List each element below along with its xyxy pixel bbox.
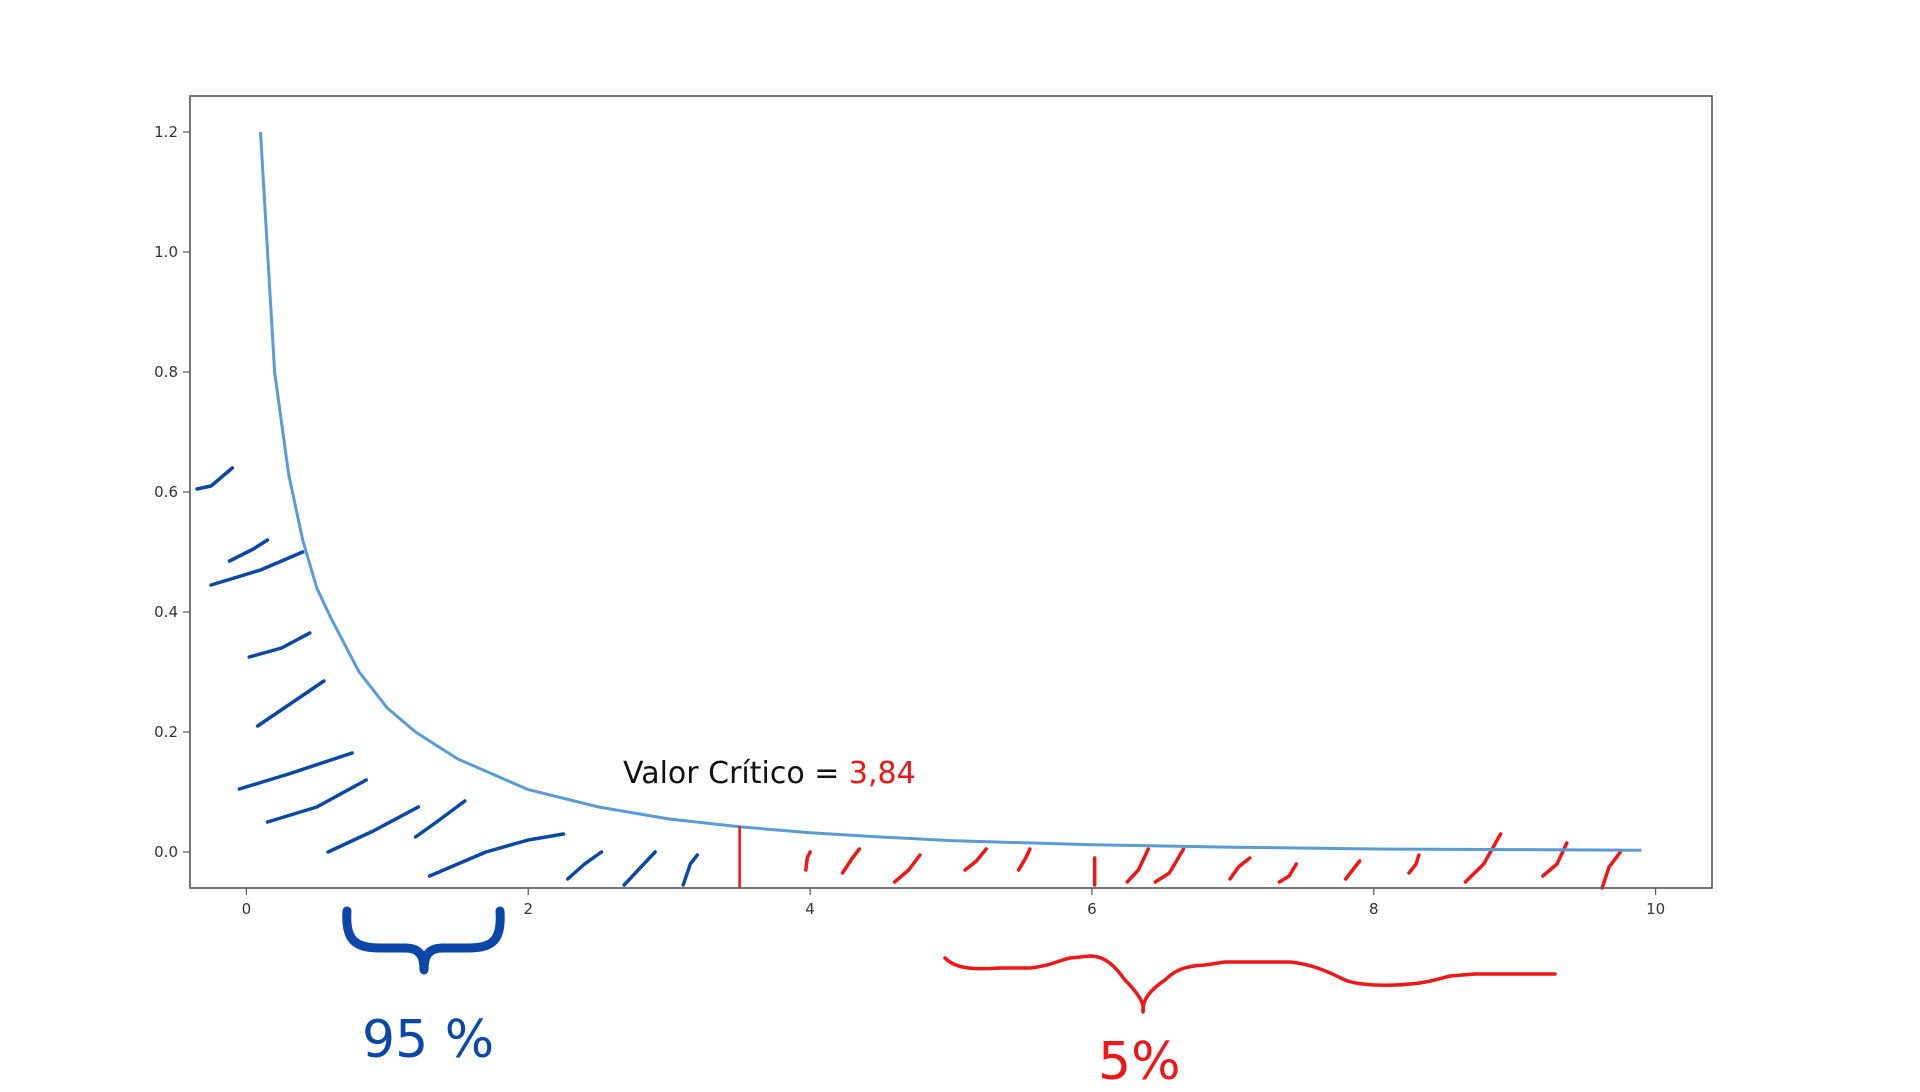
hatch-stroke xyxy=(840,847,862,875)
hatch-stroke xyxy=(1125,847,1151,884)
critical-value-label: Valor Crítico = xyxy=(623,756,849,791)
hatch-stroke xyxy=(681,853,700,887)
axes-frame xyxy=(189,95,1713,889)
hatch-stroke xyxy=(963,847,988,872)
hatch-stroke xyxy=(622,850,657,887)
y-tick-label: 0.6 xyxy=(154,483,178,501)
hatch-stroke xyxy=(1016,847,1032,872)
rejection-percent-label: 5% xyxy=(1098,1032,1181,1092)
hatch-stroke xyxy=(1407,853,1421,875)
acceptance-region-hatching xyxy=(195,466,700,887)
y-tick-label: 1.0 xyxy=(154,243,178,261)
axis-ticks: 0 2 4 6 8 10 0.0 0.2 0.4 0.6 0.8 1.0 1.2 xyxy=(154,123,1665,918)
plot-frame xyxy=(189,95,1713,889)
hatch-stroke xyxy=(1600,850,1623,890)
x-tick-label: 4 xyxy=(805,900,815,918)
acceptance-brace xyxy=(342,906,505,975)
hatch-stroke xyxy=(195,466,235,491)
hatch-stroke xyxy=(1541,841,1569,878)
acceptance-percent-label: 95 % xyxy=(362,1010,495,1070)
critical-value-annotation: Valor Crítico = 3,84 xyxy=(623,756,916,791)
x-tick-label: 8 xyxy=(1369,900,1379,918)
y-tick-label: 0.2 xyxy=(154,723,178,741)
rejection-region-hatching xyxy=(804,832,1623,890)
region-braces xyxy=(342,906,1557,1014)
hatch-stroke xyxy=(1228,856,1252,881)
hatch-stroke xyxy=(237,751,354,791)
x-tick-label: 2 xyxy=(523,900,533,918)
x-tick-label: 6 xyxy=(1087,900,1097,918)
x-tick-label: 0 xyxy=(242,900,252,918)
rejection-brace xyxy=(943,954,1557,1014)
x-tick-label: 10 xyxy=(1646,900,1665,918)
hatch-stroke xyxy=(227,538,270,563)
y-tick-label: 0.0 xyxy=(154,843,178,861)
hatch-stroke xyxy=(326,805,421,854)
hatch-stroke xyxy=(1343,859,1362,881)
y-tick-label: 0.4 xyxy=(154,603,178,621)
hatch-stroke xyxy=(804,850,812,872)
hatch-stroke xyxy=(413,799,467,839)
hatch-stroke xyxy=(265,778,368,824)
hatch-stroke xyxy=(1277,862,1299,884)
series-line xyxy=(259,131,1642,852)
y-tick-label: 0.8 xyxy=(154,363,178,381)
hatch-stroke xyxy=(565,850,604,881)
hatch-stroke xyxy=(1463,832,1503,884)
hatch-stroke xyxy=(1153,847,1186,884)
hatch-stroke xyxy=(247,631,312,659)
critical-value-number: 3,84 xyxy=(848,756,916,791)
hatch-stroke xyxy=(209,550,305,587)
hatch-stroke xyxy=(427,832,566,878)
series-line-path xyxy=(259,131,1642,852)
y-tick-label: 1.2 xyxy=(154,123,178,141)
hatch-stroke xyxy=(892,853,922,884)
hatch-stroke xyxy=(255,679,326,728)
